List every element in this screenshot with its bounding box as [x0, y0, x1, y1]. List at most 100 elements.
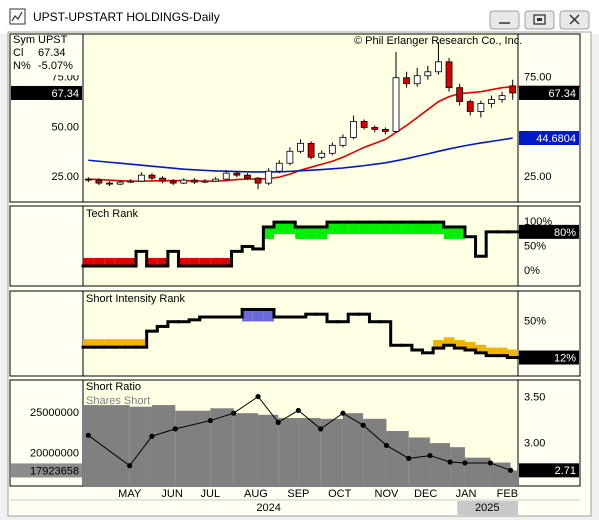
shares-short-area: [129, 406, 152, 486]
candle-body: [424, 71, 432, 77]
rank-fill: [411, 222, 423, 235]
rank-fill: [486, 347, 497, 356]
x-tick-label: DEC: [414, 488, 437, 500]
rank-fill: [475, 344, 487, 353]
candle-body: [307, 142, 315, 158]
rank-fill: [316, 226, 328, 239]
last-shares-box-bg: [11, 463, 82, 478]
candle-body: [275, 162, 283, 172]
short-ratio-dot: [318, 426, 324, 432]
close-button[interactable]: [559, 10, 590, 30]
y-tick-label: 25000000: [30, 407, 79, 419]
year-label: 2025: [475, 502, 499, 514]
last-price-box-bg: [519, 85, 579, 100]
candle-body: [212, 178, 220, 182]
year-box: [457, 501, 518, 515]
candle-body: [84, 178, 92, 181]
candle-body: [371, 127, 379, 130]
rank-fill: [189, 258, 200, 266]
rank-fill: [252, 309, 264, 322]
icon-line: [11, 11, 23, 22]
y-tick-label: 25.00: [51, 171, 79, 183]
shares-short-area: [278, 418, 299, 486]
candle-body: [106, 182, 113, 185]
rank-fill: [358, 222, 370, 235]
rank-fill: [136, 339, 147, 348]
rank-fill: [369, 222, 381, 235]
candle-body: [148, 174, 156, 179]
info-label: Cl: [13, 47, 23, 59]
x-tick-label: JAN: [456, 488, 477, 500]
candle-body: [180, 179, 188, 184]
shares-short-area: [258, 414, 279, 486]
shares-short-area: [320, 418, 343, 486]
short-ratio-dot: [340, 410, 346, 416]
rank-fill: [263, 309, 274, 322]
last-value-box: 80%: [554, 227, 576, 239]
candle-body: [254, 177, 262, 184]
legend-entry: Short Ratio: [86, 381, 141, 393]
rank-fill: [199, 258, 211, 266]
short-ratio-dot: [295, 407, 301, 414]
y-tick-label: 50.00: [51, 121, 79, 133]
info-value: -5.07%: [38, 60, 73, 72]
rank-fill: [157, 258, 168, 266]
info-label: Sym: [13, 34, 35, 46]
copyright: © Phil Erlanger Research Co., Inc.: [354, 35, 522, 47]
rank-fill: [93, 258, 105, 266]
candle-body: [95, 179, 103, 184]
shares-short-area: [175, 410, 211, 486]
x-tick-label: NOV: [375, 488, 400, 500]
candle-body: [350, 121, 357, 138]
rank-fill: [348, 222, 359, 235]
x-tick-label: MAY: [118, 488, 142, 500]
restore-button[interactable]: [524, 10, 555, 30]
short-ratio-dot: [207, 417, 213, 424]
rank-fill: [305, 226, 317, 239]
candle-body: [127, 180, 135, 183]
y-tick-label: 20000000: [30, 448, 79, 460]
candle-body: [381, 129, 389, 132]
last-price-box: 67.34: [548, 88, 576, 100]
minimize-button[interactable]: [489, 10, 520, 30]
rank-fill: [125, 339, 137, 348]
short-ratio-dot: [462, 460, 468, 466]
rank-fill: [443, 337, 455, 346]
short-ratio-dot: [149, 433, 155, 439]
last-value-box-bg: [519, 350, 579, 365]
rank-fill: [104, 339, 115, 348]
shares-short-area: [510, 470, 518, 486]
shares-short-area: [429, 443, 451, 486]
rank-fill: [93, 339, 105, 348]
candle-body: [297, 142, 304, 152]
window-title: UPST-UPSTART HOLDINGS-Daily: [33, 10, 220, 24]
plot-area: [82, 33, 519, 203]
candle-body: [244, 174, 251, 179]
candle-body: [265, 170, 273, 184]
shares-short-area: [298, 418, 321, 486]
candle-body: [339, 136, 347, 146]
candle-body: [488, 99, 495, 104]
y-tick-label: 25.00: [524, 171, 552, 183]
candle-body: [318, 152, 326, 158]
last-value-box: 12%: [554, 352, 576, 364]
shares-short-area: [386, 430, 409, 486]
candle-body: [286, 150, 294, 164]
panel-title: Short Intensity Rank: [86, 293, 186, 305]
short-ratio-dot: [172, 426, 178, 432]
info-bg: [11, 35, 82, 75]
last-price-box: 67.34: [51, 88, 79, 100]
plot-area: [82, 205, 519, 287]
x-tick-label: JUN: [161, 488, 182, 500]
short-ratio-dot: [406, 455, 412, 461]
icon-frame: [9, 8, 26, 25]
button-frame[interactable]: [489, 10, 520, 30]
restore-icon-inner: [537, 18, 542, 21]
rank-fill: [83, 339, 94, 348]
short-ratio-dot: [383, 442, 390, 449]
y2-tick-label: 3.50: [524, 391, 545, 403]
rank-fill: [327, 222, 338, 235]
